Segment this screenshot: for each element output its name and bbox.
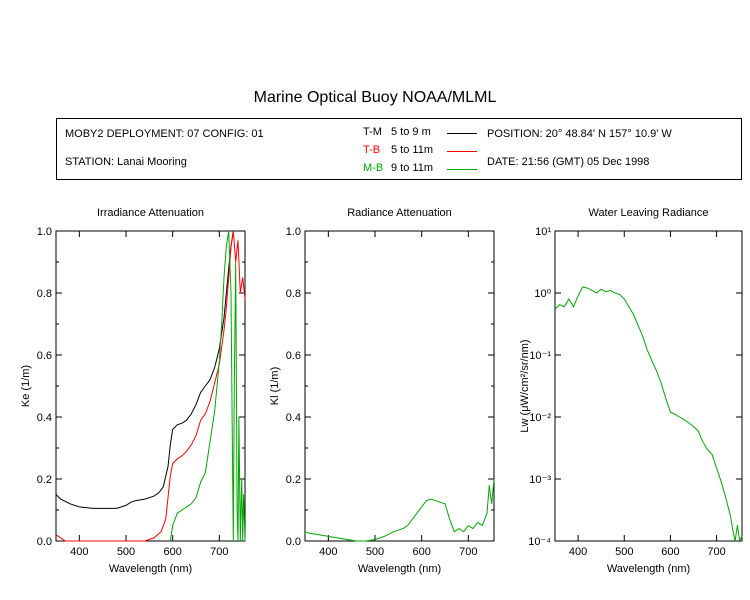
x-tick-label-2-3: 700 [707,546,725,558]
x-axis-label-2: Wavelength (nm) [607,563,690,575]
y-tick-label-0-2: 0.4 [37,412,52,424]
x-tick-label-1-3: 700 [459,546,477,558]
legend-range-tb: 5 to 11m [391,144,433,156]
x-axis-label-0: Wavelength (nm) [109,563,192,575]
station-label: STATION: Lanai Mooring [65,156,187,168]
x-tick-label-2-2: 600 [661,546,679,558]
plot-frame-2 [554,230,743,542]
x-tick-label-1-2: 600 [412,546,430,558]
y-tick-label-0-0: 0.0 [37,536,52,548]
x-tick-label-2-1: 500 [615,546,633,558]
x-tick-label-0-1: 500 [117,546,135,558]
y-axis-label-0: Ke (1/m) [20,365,32,407]
y-tick-label-2-3: 10⁻¹ [529,350,551,362]
page-title: Marine Optical Buoy NOAA/MLML [253,89,497,106]
date-label: DATE: 21:56 (GMT) 05 Dec 1998 [487,156,650,168]
legend-code-tb: T-B [363,144,381,156]
legend-code-mb: M-B [363,162,384,174]
series-line-0-t-b [55,230,246,542]
y-tick-label-1-4: 0.8 [286,288,301,300]
series-line-1-m-b [304,478,495,542]
y-tick-label-1-5: 1.0 [286,226,301,238]
plot-frame-1 [304,230,495,542]
series-line-0-m-b [169,230,246,542]
y-tick-label-0-1: 0.2 [37,474,52,486]
y-tick-label-1-0: 0.0 [286,536,301,548]
y-tick-label-1-3: 0.6 [286,350,301,362]
legend-code-tm: T-M [363,126,382,138]
y-tick-label-0-5: 1.0 [37,226,52,238]
legend-line-tm [447,133,477,134]
y-tick-label-1-2: 0.4 [286,412,301,424]
y-tick-label-1-1: 0.2 [286,474,301,486]
y-tick-label-0-3: 0.6 [37,350,52,362]
x-tick-label-1-0: 400 [319,546,337,558]
y-tick-label-2-2: 10⁻² [529,412,551,424]
chart-title-0: Irradiance Attenuation [97,207,204,219]
legend-range-tm: 5 to 9 m [391,126,431,138]
legend-range-mb: 9 to 11m [391,162,433,174]
chart-title-2: Water Leaving Radiance [588,207,708,219]
chart-title-1: Radiance Attenuation [347,207,452,219]
x-tick-label-0-3: 700 [210,546,228,558]
x-axis-label-1: Wavelength (nm) [358,563,441,575]
y-tick-label-2-0: 10⁻⁴ [528,536,551,548]
x-tick-label-0-2: 600 [163,546,181,558]
y-tick-label-2-5: 10¹ [535,226,551,238]
y-tick-label-0-4: 0.8 [37,288,52,300]
deployment-label: MOBY2 DEPLOYMENT: 07 CONFIG: 01 [65,128,264,140]
y-axis-label-2: Lw (μW/cm²/sr/nm) [519,339,531,432]
y-tick-label-2-4: 10⁰ [534,288,551,300]
position-label: POSITION: 20° 48.84' N 157° 10.9' W [487,128,672,140]
y-tick-label-2-1: 10⁻³ [529,474,551,486]
series-line-0-t-m [55,230,234,509]
legend-line-mb [447,169,477,170]
x-tick-label-1-1: 500 [366,546,384,558]
info-box: MOBY2 DEPLOYMENT: 07 CONFIG: 01 STATION:… [56,118,742,180]
x-tick-label-2-0: 400 [569,546,587,558]
legend-line-tb [447,151,477,152]
y-axis-label-1: Kl (1/m) [269,367,281,406]
series-line-2-m-b [554,286,743,543]
x-tick-label-0-0: 400 [70,546,88,558]
